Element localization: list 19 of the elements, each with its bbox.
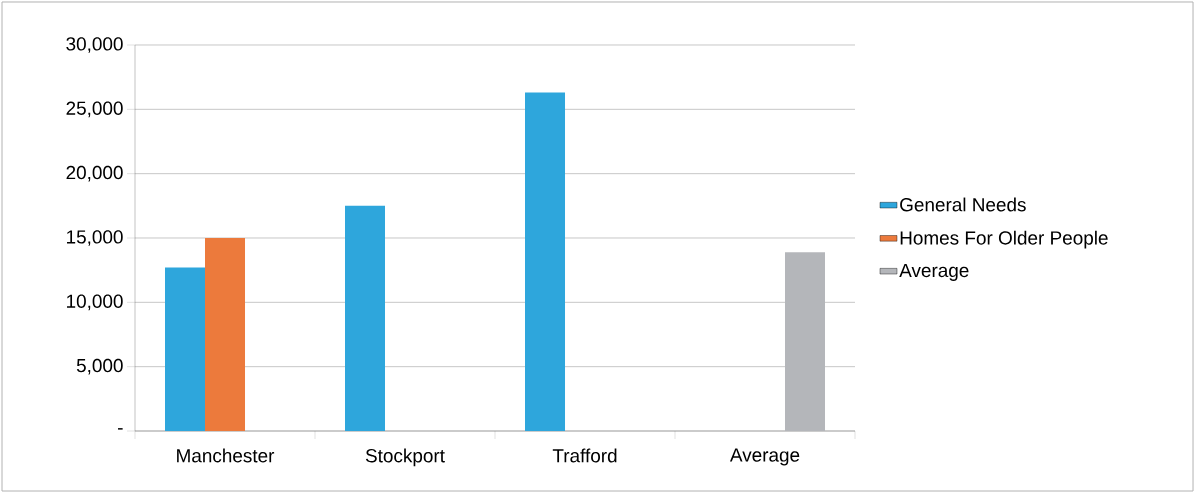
- x-tick-label: Stockport: [365, 448, 445, 467]
- bar: [785, 252, 826, 431]
- x-tick-label: Manchester: [177, 448, 275, 463]
- y-tick-label: 30,000: [66, 37, 123, 53]
- legend-label: Average: [899, 263, 969, 281]
- y-tick-label: 15,000: [67, 230, 123, 246]
- bar: [205, 238, 245, 431]
- bar: [525, 92, 566, 431]
- y-tick-label: 25,000: [66, 101, 123, 118]
- y-tick-label: 10,000: [67, 294, 123, 311]
- bar: [345, 205, 385, 431]
- y-tick-label: 20,000: [66, 165, 123, 182]
- bar: [165, 267, 205, 431]
- x-tick-label: Average: [729, 448, 800, 466]
- legend-label: Homes For Older People: [900, 230, 1108, 249]
- legend-label: General Needs: [900, 197, 1026, 212]
- y-tick-label: 5,000: [76, 358, 123, 375]
- x-tick-label: Trafford: [552, 448, 617, 463]
- y-tick-label: -: [118, 428, 123, 430]
